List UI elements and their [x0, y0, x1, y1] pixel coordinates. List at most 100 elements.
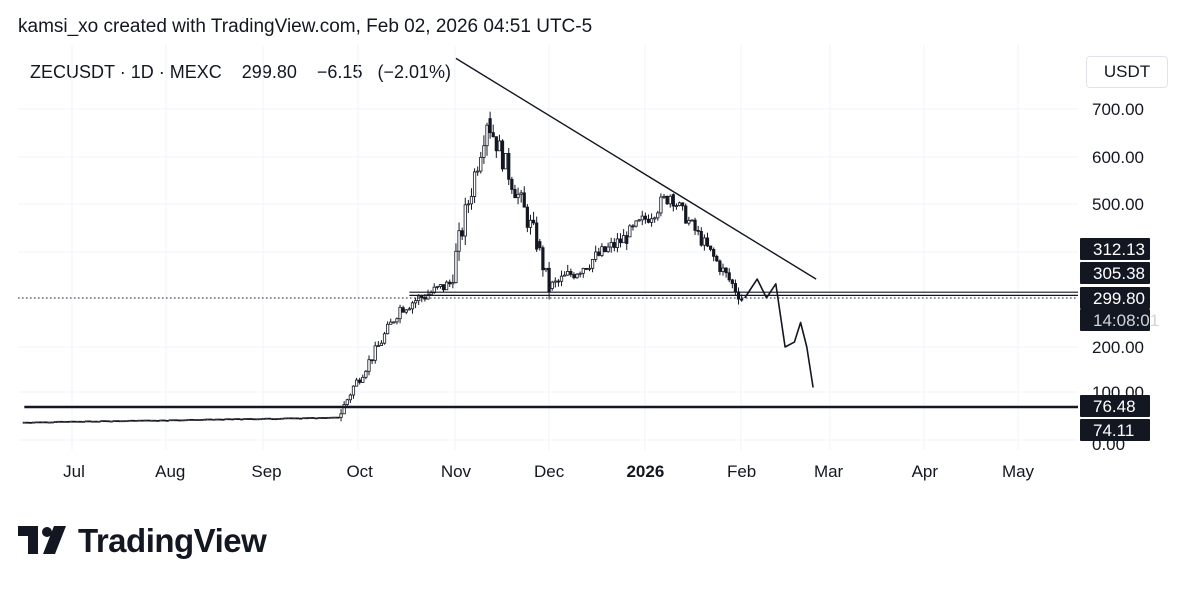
candle-body — [339, 413, 343, 418]
price-label-box — [1080, 238, 1150, 260]
candle-body — [140, 419, 144, 422]
x-tick-label: Jul — [63, 462, 85, 481]
candle-body — [230, 418, 234, 421]
candle-body — [665, 195, 669, 205]
candle-body — [656, 212, 660, 219]
candle-body — [109, 420, 113, 423]
candle-body — [687, 220, 691, 224]
candle-body — [575, 273, 579, 279]
candle-body — [174, 419, 179, 422]
candle-body — [513, 189, 517, 199]
candle-body — [578, 272, 582, 275]
candle-body — [50, 421, 54, 424]
candle-body — [622, 235, 626, 244]
candle-body — [342, 404, 346, 415]
candle-body — [594, 251, 598, 260]
x-tick-label: Dec — [534, 462, 565, 481]
candle-body — [469, 196, 474, 205]
price-label-text: 312.13 — [1093, 240, 1145, 259]
candle-body — [466, 203, 470, 206]
candle-body — [482, 145, 486, 158]
candle-body — [494, 136, 498, 152]
candle-body — [221, 418, 225, 421]
y-tick-label: 700.00 — [1092, 100, 1144, 119]
candle-body — [215, 418, 219, 421]
candle-body — [118, 420, 123, 423]
candle-body — [386, 323, 390, 335]
tradingview-logo: TradingView — [18, 522, 267, 560]
candle-body — [572, 274, 576, 279]
candle-body — [246, 418, 250, 420]
candle-body — [681, 202, 685, 207]
price-label-text: 74.11 — [1093, 421, 1134, 440]
candle-body — [38, 421, 42, 424]
candle-body — [47, 421, 51, 424]
candle-body — [35, 421, 39, 424]
candle-body — [584, 268, 588, 270]
candle-body — [460, 230, 464, 237]
candle-body — [730, 279, 734, 284]
candle-body — [407, 308, 411, 311]
candle-body — [333, 416, 337, 419]
candle-body — [134, 419, 138, 422]
candle-body — [240, 418, 244, 421]
candle-body — [457, 230, 461, 252]
candle-body — [410, 302, 415, 310]
x-tick-label: Nov — [441, 462, 472, 481]
candle-body — [168, 419, 172, 422]
candle-body — [497, 140, 502, 152]
axis-unit-button[interactable]: USDT — [1086, 56, 1168, 88]
candle-body — [420, 295, 424, 298]
candle-body — [292, 417, 297, 420]
candle-body — [41, 421, 45, 424]
candle-body — [277, 418, 281, 420]
candle-body — [78, 420, 82, 423]
candle-body — [131, 419, 135, 422]
candle-body — [32, 421, 36, 424]
candle-body — [401, 307, 405, 313]
candle-body — [392, 321, 396, 324]
candle-body — [696, 229, 700, 232]
candle-body — [44, 421, 48, 424]
candle-body — [423, 297, 427, 300]
candle-body — [106, 420, 110, 423]
candle-body — [162, 419, 166, 422]
candle-body — [553, 280, 557, 283]
candle-body — [463, 204, 467, 237]
candle-body — [566, 270, 570, 276]
candle-body — [547, 267, 551, 293]
candle-body — [243, 418, 247, 420]
candle-body — [199, 419, 203, 421]
x-tick-label: May — [1002, 462, 1035, 481]
candle-body — [308, 417, 312, 419]
exchange: MEXC — [169, 62, 222, 82]
candle-body — [153, 419, 157, 422]
candle-body — [721, 267, 725, 272]
candle-body — [625, 235, 629, 244]
candle-body — [311, 417, 315, 419]
x-tick-label: 2026 — [626, 462, 664, 481]
candle-body — [448, 281, 452, 285]
candle-body — [485, 124, 489, 147]
symbol-header: ZECUSDT · 1D · MEXC 299.80 −6.15 (−2.01%… — [30, 62, 451, 83]
candle-body — [395, 318, 399, 323]
candle-body — [252, 418, 256, 421]
candle-body — [314, 417, 318, 420]
candle-body — [637, 219, 641, 222]
price-label-box — [1080, 419, 1150, 441]
candle-body — [516, 193, 520, 199]
candle-body — [510, 178, 514, 190]
candle-body — [59, 420, 64, 423]
candle-body — [358, 379, 362, 383]
candle-body — [559, 275, 564, 282]
candle-body — [581, 268, 585, 274]
candle-body — [348, 394, 352, 401]
candle-body — [550, 281, 554, 289]
candle-body — [190, 418, 194, 421]
candle-body — [177, 419, 182, 422]
x-tick-label: Oct — [346, 462, 373, 481]
candle-body — [708, 245, 713, 250]
candle-body — [345, 399, 349, 405]
separator: · — [158, 62, 170, 82]
